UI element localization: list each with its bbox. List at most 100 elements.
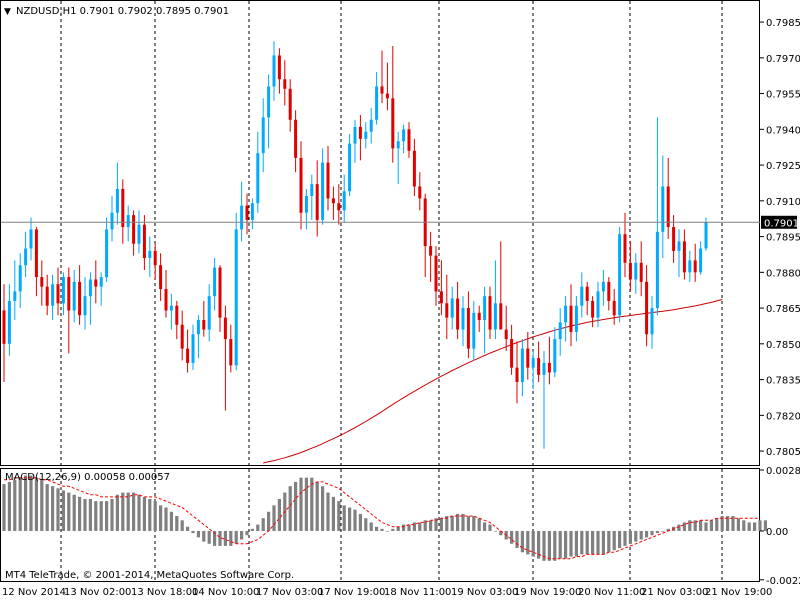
candle-body bbox=[234, 229, 238, 366]
macd-histogram-bar bbox=[450, 516, 454, 531]
candle-body bbox=[515, 367, 519, 382]
candle-body bbox=[18, 265, 22, 292]
candle-body bbox=[699, 248, 703, 273]
macd-histogram-bar bbox=[402, 524, 406, 531]
macd-histogram-bar bbox=[99, 501, 103, 531]
candle-body bbox=[596, 291, 600, 318]
macd-histogram-bar bbox=[315, 481, 319, 531]
macd-histogram-bar bbox=[375, 526, 379, 531]
macd-histogram-bar bbox=[261, 518, 265, 531]
candle-body bbox=[132, 215, 136, 244]
macd-histogram-bar bbox=[61, 490, 65, 531]
macd-histogram-bar bbox=[229, 530, 233, 546]
candle-body bbox=[520, 348, 524, 382]
candle-body bbox=[375, 86, 379, 120]
candle-body bbox=[412, 150, 416, 187]
candle bbox=[569, 284, 573, 347]
macd-histogram-bar bbox=[477, 518, 481, 531]
macd-histogram-bar bbox=[666, 528, 670, 531]
candle-body bbox=[434, 255, 438, 292]
candle-body bbox=[483, 296, 487, 320]
price-tick-label: 0.7925 bbox=[766, 161, 800, 172]
candle bbox=[72, 269, 76, 323]
candle-body bbox=[121, 188, 125, 228]
candle bbox=[175, 300, 179, 340]
macd-histogram-bar bbox=[726, 516, 730, 531]
candle bbox=[337, 184, 341, 225]
macd-axis: 0.00286 0.00 -0.00229 bbox=[760, 466, 800, 587]
macd-histogram-bar bbox=[553, 530, 557, 561]
candle bbox=[56, 267, 60, 316]
candle bbox=[132, 210, 136, 256]
candle-body bbox=[504, 329, 508, 340]
macd-histogram-bar bbox=[385, 530, 389, 532]
macd-histogram-bar bbox=[612, 530, 616, 551]
macd-histogram-bar bbox=[272, 505, 276, 531]
candle bbox=[310, 174, 314, 220]
candle-body bbox=[326, 162, 330, 199]
candle bbox=[558, 308, 562, 356]
macd-histogram-bar bbox=[142, 496, 146, 531]
macd-histogram-bar bbox=[256, 524, 260, 531]
candle-body bbox=[315, 184, 319, 220]
macd-histogram-bar bbox=[655, 530, 659, 534]
candle-body bbox=[639, 262, 643, 282]
candle-body bbox=[186, 348, 190, 363]
macd-histogram-bar bbox=[628, 530, 632, 544]
macd-histogram-bar bbox=[72, 494, 76, 531]
macd-histogram-bar bbox=[110, 498, 114, 531]
candle-body bbox=[88, 279, 92, 297]
candle-body bbox=[445, 303, 449, 318]
candles-layer bbox=[2, 41, 708, 449]
current-price-label-bg bbox=[761, 215, 797, 229]
price-panel[interactable] bbox=[0, 0, 760, 466]
price-tick-label: 0.7970 bbox=[766, 54, 800, 65]
candle bbox=[375, 72, 379, 125]
chart-dropdown-icon[interactable]: ▼ bbox=[4, 7, 11, 17]
candle bbox=[88, 272, 92, 325]
candle bbox=[78, 265, 82, 325]
macd-histogram-bar bbox=[245, 530, 249, 536]
candle bbox=[288, 79, 292, 132]
candle-body bbox=[488, 296, 492, 330]
candle bbox=[196, 315, 200, 359]
macd-histogram-bar bbox=[34, 477, 38, 531]
candle-body bbox=[682, 241, 686, 273]
candle-body bbox=[672, 227, 676, 251]
candle-body bbox=[704, 222, 708, 249]
candle bbox=[353, 119, 357, 163]
candle-body bbox=[105, 229, 109, 278]
candle bbox=[180, 310, 184, 361]
macd-histogram-bar bbox=[132, 492, 136, 531]
macd-panel[interactable] bbox=[0, 468, 760, 582]
macd-histogram-bar bbox=[742, 520, 746, 531]
candle bbox=[45, 274, 49, 316]
candle bbox=[83, 277, 87, 330]
price-tick-label: 0.7865 bbox=[766, 304, 800, 315]
macd-histogram-bar bbox=[88, 498, 92, 531]
candle bbox=[564, 296, 568, 342]
candle-body bbox=[477, 312, 481, 320]
macd-histogram-bar bbox=[56, 488, 60, 531]
macd-histogram-bar bbox=[634, 530, 638, 542]
time-tick-label: 18 Nov 11:00 bbox=[384, 587, 451, 598]
candle bbox=[682, 229, 686, 280]
macd-histogram-bar bbox=[321, 486, 325, 531]
macd-histogram-bar bbox=[763, 520, 767, 531]
candle-body bbox=[34, 229, 38, 278]
candle bbox=[234, 212, 238, 371]
candle-body bbox=[385, 93, 389, 99]
candle-body bbox=[24, 248, 28, 266]
candle-body bbox=[288, 88, 292, 120]
price-tick-label: 0.7850 bbox=[766, 340, 800, 351]
time-tick-label: 21 Nov 03:00 bbox=[641, 587, 708, 598]
candle bbox=[18, 253, 22, 309]
candle-body bbox=[526, 348, 530, 368]
macd-histogram-bar bbox=[645, 530, 649, 538]
macd-histogram-bar bbox=[240, 530, 244, 540]
macd-histogram-bar bbox=[407, 524, 411, 531]
macd-histogram-bar bbox=[78, 496, 82, 531]
price-tick-label: 0.7985 bbox=[766, 18, 800, 29]
candle bbox=[148, 236, 152, 278]
